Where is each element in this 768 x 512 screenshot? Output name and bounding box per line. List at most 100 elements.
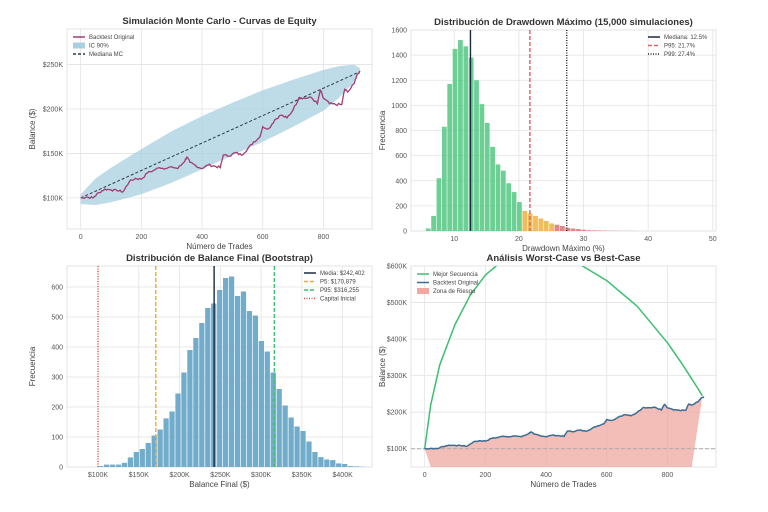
histogram-bar — [447, 84, 453, 231]
y-tick-label: 1200 — [391, 78, 407, 85]
histogram-bar — [431, 215, 436, 231]
histogram-bar — [538, 218, 544, 231]
histogram-bar — [139, 449, 145, 467]
x-tick-label: 600 — [257, 234, 269, 241]
histogram-bar — [549, 223, 554, 231]
x-tick-label: $250K — [210, 472, 231, 479]
y-tick-label: 1000 — [391, 103, 407, 110]
y-tick-label: 1600 — [391, 28, 407, 35]
histogram-bar — [217, 290, 223, 467]
y-axis-label: Balance ($) — [378, 346, 387, 387]
y-tick-label: 500 — [51, 315, 63, 322]
histogram-bar — [348, 466, 354, 467]
x-tick-label: 30 — [580, 236, 588, 243]
histogram-bar — [193, 338, 199, 467]
y-tick-label: 100 — [51, 435, 63, 442]
histogram-bar — [342, 464, 348, 467]
x-tick-label: 10 — [450, 236, 458, 243]
histogram-bar — [103, 464, 110, 467]
y-tick-label: 200 — [51, 405, 63, 412]
grid — [67, 29, 372, 229]
y-tick-label: 400 — [395, 178, 407, 185]
histogram-bar — [318, 457, 324, 467]
y-tick-label: 600 — [395, 153, 407, 160]
x-tick-label: 400 — [196, 234, 208, 241]
histogram-bar — [276, 389, 282, 467]
x-tick-label: 0 — [79, 234, 83, 241]
x-axis-label: Número de Trades — [530, 480, 596, 489]
median-line — [80, 71, 361, 199]
histogram-bar — [258, 341, 264, 467]
bars — [425, 40, 635, 232]
legend-label: Capital Inicial — [320, 297, 356, 303]
histogram-bar — [223, 278, 229, 467]
histogram-bar — [324, 459, 330, 467]
histogram-bar — [554, 224, 560, 231]
histogram-bar — [127, 457, 134, 467]
histogram-bar — [240, 291, 247, 467]
legend-label: P95: $316,255 — [320, 288, 360, 294]
histogram-bar — [228, 276, 235, 467]
y-tick-label: $300K — [387, 373, 408, 380]
y-tick-label: 1400 — [391, 53, 407, 60]
y-axis-label: Balance ($) — [28, 108, 37, 149]
histogram-bar — [312, 452, 318, 467]
y-tick-label: $600K — [387, 264, 408, 271]
histogram-bar — [517, 202, 522, 231]
y-tick-label: $200K — [43, 107, 64, 114]
y-tick-label: $200K — [387, 410, 408, 417]
histogram-bar — [97, 466, 104, 467]
y-axis-label: Frecuencia — [28, 346, 37, 386]
backtest-line — [424, 396, 705, 450]
legend-label: Backtest Original — [433, 281, 478, 287]
legend-label: P99: 27.4% — [664, 52, 696, 58]
histogram-bar — [533, 215, 538, 231]
histogram-bar — [181, 372, 187, 467]
histogram-bar — [484, 122, 490, 231]
histogram-bar — [511, 192, 517, 231]
histogram-bar — [581, 229, 587, 231]
histogram-bar — [109, 464, 116, 467]
legend-label: Mediana MC — [89, 52, 124, 58]
histogram-bar — [463, 46, 469, 231]
x-tick-label: 800 — [318, 234, 330, 241]
y-tick-label: 600 — [51, 285, 63, 292]
legend-swatch — [73, 42, 85, 49]
confidence-band — [80, 64, 360, 205]
y-tick-label: 800 — [395, 128, 407, 135]
histogram-bar — [246, 311, 253, 467]
x-tick-label: $200K — [169, 472, 190, 479]
y-tick-label: $250K — [43, 62, 64, 69]
x-tick-label: 200 — [480, 472, 492, 479]
histogram-bar — [187, 350, 193, 467]
histogram-bar — [294, 426, 300, 467]
legend-swatch — [417, 288, 429, 294]
histogram-bar — [586, 230, 592, 231]
histogram-bar — [500, 170, 506, 231]
histogram-bar — [565, 227, 571, 231]
histogram-bar — [306, 441, 312, 467]
histogram-bar — [592, 230, 597, 231]
histogram-bar — [458, 40, 463, 231]
legend-label: Backtest Original — [89, 35, 134, 41]
backtest-line — [80, 70, 361, 200]
drawdown-panel: 10 20 30 40 50 0 200 400 600 800 1000 1200 1400 1600 D… — [378, 17, 717, 253]
y-tick-label: $150K — [43, 151, 64, 158]
histogram-bar — [441, 126, 447, 231]
legend-label: P95: 21.7% — [664, 44, 696, 50]
x-tick-label: 800 — [662, 472, 674, 479]
y-tick-label: 0 — [403, 229, 407, 236]
equity-panel: 0 200 400 600 800 $100K $150K $200K $250K Simulac… — [28, 16, 373, 251]
histogram-bar — [436, 178, 442, 231]
risk-zone — [424, 396, 704, 467]
x-tick-label: $150K — [129, 472, 150, 479]
y-tick-label: $100K — [43, 195, 64, 202]
histogram-bar — [270, 372, 276, 467]
histogram-bar — [115, 464, 122, 467]
histogram-bar — [199, 323, 205, 467]
histogram-bar — [121, 462, 128, 467]
legend-label: Mediana: 12.5% — [664, 35, 708, 41]
histogram-bar — [151, 435, 157, 467]
legend-label: IC 90% — [89, 44, 109, 50]
